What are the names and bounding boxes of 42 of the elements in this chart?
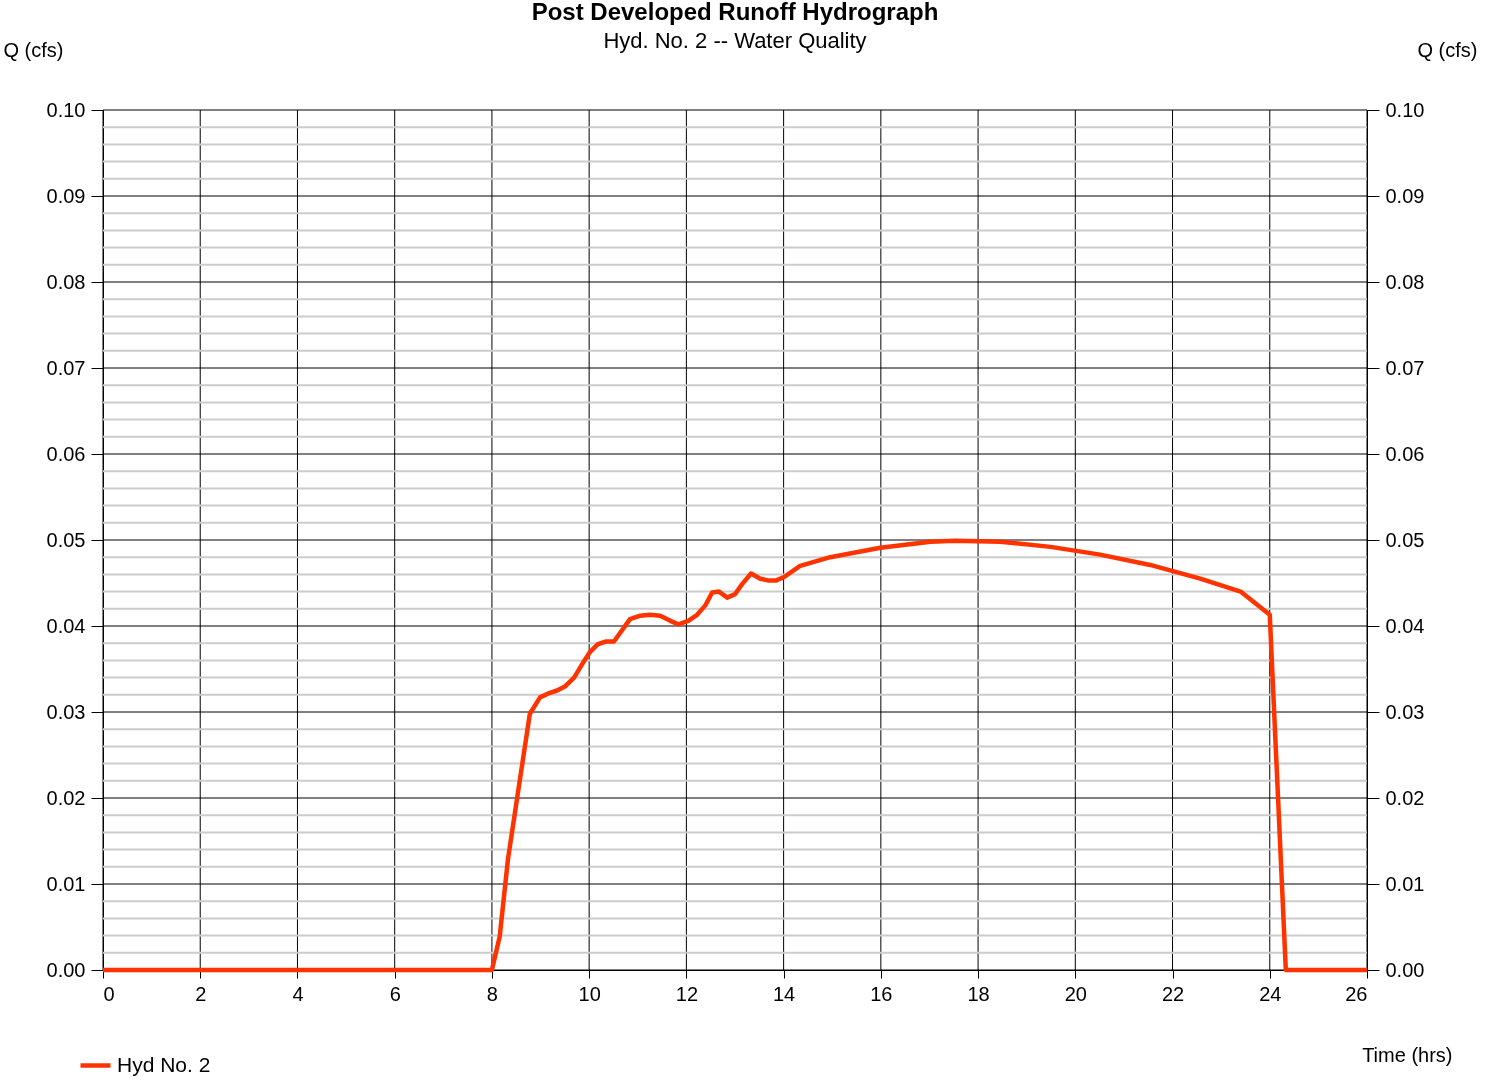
x-tick-label: 8 <box>486 982 498 1005</box>
x-tick-label: 14 <box>772 982 796 1005</box>
legend-label: Hyd No. 2 <box>117 1052 211 1076</box>
x-tick-label: 12 <box>675 982 699 1005</box>
y-tick-label: 0.03 <box>46 700 86 723</box>
y2-tick-label: 0.07 <box>1385 356 1425 379</box>
x-tick-label: 24 <box>1259 982 1282 1005</box>
y2-tick-label: 0.03 <box>1385 700 1425 723</box>
y2-axis-title: Q (cfs) <box>1417 38 1478 61</box>
x-tick-label: 6 <box>389 982 401 1005</box>
x-tick-label: 18 <box>967 982 990 1005</box>
y-tick-label: 0.08 <box>46 270 86 293</box>
y2-tick-label: 0.10 <box>1385 98 1425 121</box>
y-tick-label: 0.10 <box>46 98 86 121</box>
x-tick-label: 4 <box>292 982 304 1005</box>
y-tick-label: 0.04 <box>46 614 86 637</box>
y-tick-label: 0.07 <box>46 356 86 379</box>
y-tick-label: 0.01 <box>46 872 86 895</box>
x-tick-label: 10 <box>578 982 601 1005</box>
x-tick-label: 16 <box>870 982 893 1005</box>
y2-tick-label: 0.08 <box>1385 270 1425 293</box>
y2-tick-label: 0.04 <box>1385 614 1425 637</box>
y-tick-label: 0.09 <box>46 184 86 207</box>
x-tick-label: 22 <box>1161 982 1185 1005</box>
y-tick-label: 0.05 <box>46 528 86 551</box>
chart-title: Post Developed Runoff Hydrograph <box>531 0 939 25</box>
chart-subtitle: Hyd. No. 2 -- Water Quality <box>603 28 867 53</box>
x-tick-label: 26 <box>1345 982 1368 1005</box>
x-tick-label: 20 <box>1064 982 1087 1005</box>
y2-tick-label: 0.02 <box>1385 786 1425 809</box>
y2-tick-label: 0.00 <box>1385 958 1425 981</box>
y2-tick-label: 0.06 <box>1385 442 1425 465</box>
x-tick-label: 2 <box>195 982 207 1005</box>
x-axis-title: Time (hrs) <box>1362 1043 1453 1066</box>
x-tick-label: 0 <box>103 982 115 1005</box>
y-tick-label: 0.02 <box>46 786 86 809</box>
y-tick-label: 0.00 <box>46 958 86 981</box>
y2-tick-label: 0.01 <box>1385 872 1425 895</box>
y-tick-label: 0.06 <box>46 442 86 465</box>
y2-tick-label: 0.05 <box>1385 528 1425 551</box>
y2-tick-label: 0.09 <box>1385 184 1425 207</box>
y-axis-title: Q (cfs) <box>3 38 64 61</box>
